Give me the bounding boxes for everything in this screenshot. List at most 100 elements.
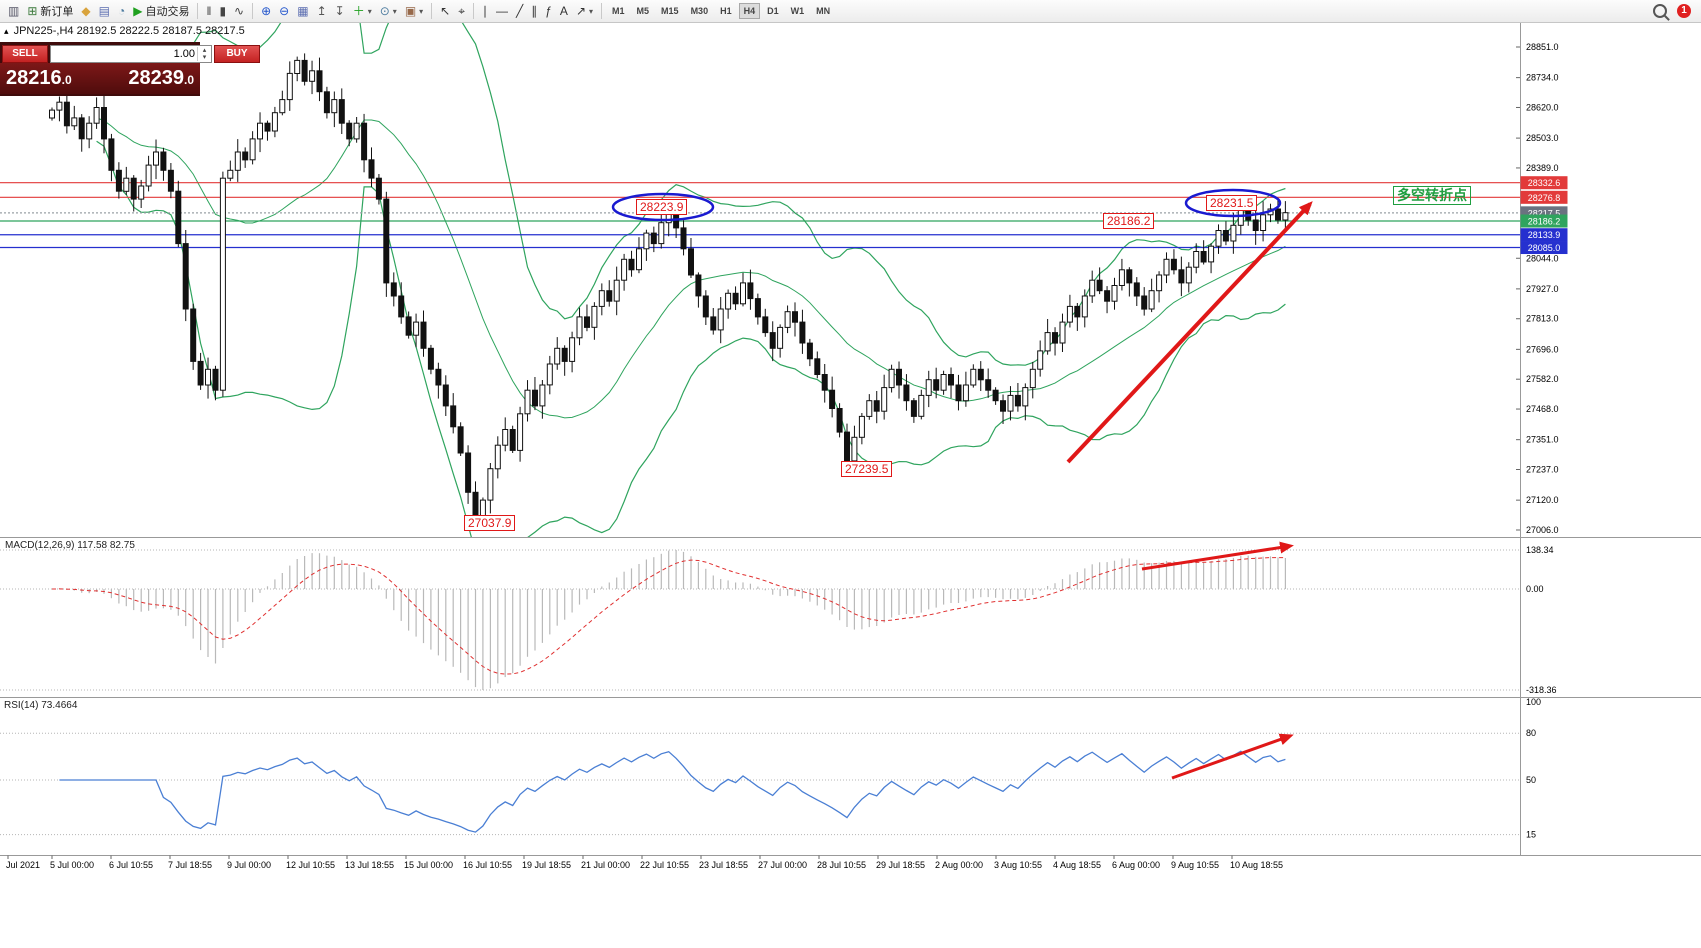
trendline-icon-glyph: ╱ [516,4,524,18]
svg-text:27120.0: 27120.0 [1526,495,1559,505]
toolbar-separator [197,3,199,19]
crosshair-icon[interactable]: ⌖ [454,1,469,21]
volume-down-icon[interactable]: ▾ [202,53,207,61]
timeframe-h1-button[interactable]: H1 [715,3,737,19]
add-indicator-button[interactable]: ＋ ▾ [349,1,376,21]
template-button[interactable]: ▣ ▾ [401,1,427,21]
svg-text:50: 50 [1526,775,1536,785]
support-resistance-label: 27239.5 [841,461,893,477]
trade-panel-controls: SELL ▴ ▾ BUY [0,42,260,63]
svg-text:19 Jul 18:55: 19 Jul 18:55 [522,860,571,870]
timeframe-d1-button[interactable]: D1 [762,3,784,19]
circled-price-label: 28223.9 [636,199,688,215]
scroll-up-icon[interactable]: ↥ [313,1,331,21]
cursor-icon-glyph: ↖ [440,4,451,18]
tile-windows-icon-glyph: ▦ [297,4,309,18]
search-icon[interactable] [1653,4,1667,18]
scroll-up-icon-glyph: ↥ [316,4,327,18]
vertical-line-icon[interactable]: ∣ [478,1,492,21]
buy-price[interactable]: 28239.0 [128,67,194,89]
svg-text:28186.2: 28186.2 [1528,217,1561,227]
candlestick-chart-type-icon[interactable]: ▮ [215,1,230,21]
market-watch-icon-glyph: ▤ [98,4,110,18]
symbol-ohlc: 28192.5 28222.5 28187.5 28217.5 [76,25,245,37]
timeframe-m5-button[interactable]: M5 [632,3,655,19]
text-tool-icon[interactable]: A [556,1,572,21]
timeframe-m1-button[interactable]: M1 [607,3,630,19]
zoom-out-icon[interactable]: ⊖ [275,1,293,21]
buy-button[interactable]: BUY [214,44,260,63]
svg-text:7 Jul 18:55: 7 Jul 18:55 [168,860,212,870]
new-order-button[interactable]: ⊞ 新订单 [23,1,77,21]
bar-chart-type-icon-glyph: ‖ [206,4,212,18]
symbol-name: JPN225-,H4 [13,25,74,37]
svg-text:2 Aug 00:00: 2 Aug 00:00 [935,860,983,870]
candlestick-chart-type-icon-glyph: ▮ [219,4,227,18]
period-button[interactable]: ⊙ ▾ [376,1,401,21]
svg-text:4 Aug 18:55: 4 Aug 18:55 [1053,860,1101,870]
cursor-icon[interactable]: ↖ [436,1,454,21]
turning-point-label: 多空转折点 [1393,186,1471,205]
svg-text:13 Jul 18:55: 13 Jul 18:55 [345,860,394,870]
toolbar-separator [473,3,474,19]
volume-up-icon[interactable]: ▴ [202,46,207,54]
svg-text:28620.0: 28620.0 [1526,102,1559,112]
indicators-icon-glyph: ◆ [81,4,91,18]
indicators-icon[interactable]: ◆ [77,1,94,21]
trendline-icon[interactable]: ╱ [512,1,527,21]
svg-text:22 Jul 10:55: 22 Jul 10:55 [640,860,689,870]
svg-text:6 Jul 10:55: 6 Jul 10:55 [109,860,153,870]
tile-windows-icon[interactable]: ▦ [293,1,312,21]
svg-text:28217.5: 28217.5 [1528,208,1561,218]
svg-text:5 Jul 00:00: 5 Jul 00:00 [50,860,94,870]
sell-price[interactable]: 28216.0 [6,67,72,89]
svg-text:0.00: 0.00 [1526,584,1544,594]
svg-text:6 Aug 00:00: 6 Aug 00:00 [1112,860,1160,870]
toolbar-right: 1 [1653,4,1697,18]
caret-down-icon: ▾ [367,6,372,16]
svg-text:15: 15 [1526,830,1536,840]
timeframe-h4-button[interactable]: H4 [738,3,761,19]
volume-input[interactable] [51,47,197,60]
svg-text:27468.0: 27468.0 [1526,404,1559,414]
svg-text:28332.6: 28332.6 [1528,178,1561,188]
toolbar-separator [601,3,603,19]
market-watch-icon[interactable]: ▤ [95,1,114,21]
equidistant-channel-icon[interactable]: ∥ [527,1,541,21]
symbol-info: ▴ JPN225-,H4 28192.5 28222.5 28187.5 282… [4,25,245,37]
collapse-chart-icon[interactable]: ▴ [4,26,9,36]
sell-button[interactable]: SELL [2,44,48,63]
timeframe-m30-button[interactable]: M30 [686,3,714,19]
trade-panel-prices: 28216.0 28239.0 [0,63,200,94]
svg-text:28734.0: 28734.0 [1526,73,1559,83]
svg-text:28276.8: 28276.8 [1528,193,1561,203]
timeframe-mn-button[interactable]: MN [811,3,835,19]
terminal-icon[interactable]: ◔ [114,1,129,21]
fibonacci-icon[interactable]: ƒ [541,1,556,21]
svg-text:27006.0: 27006.0 [1526,525,1559,535]
notification-badge[interactable]: 1 [1677,4,1691,18]
chart-list-icon[interactable]: ▥ [4,1,23,21]
svg-text:9 Jul 00:00: 9 Jul 00:00 [227,860,271,870]
horizontal-line-icon[interactable]: ― [492,1,512,21]
support-resistance-label: 28186.2 [1103,213,1155,229]
auto-trading-button[interactable]: ▶ 自动交易 [129,1,193,21]
bar-chart-type-icon[interactable]: ‖ [202,1,215,21]
svg-text:27351.0: 27351.0 [1526,435,1559,445]
rsi-indicator-label: RSI(14) 73.4664 [4,700,78,711]
svg-text:28503.0: 28503.0 [1526,133,1559,143]
toolbar-separator [431,3,433,19]
svg-text:80: 80 [1526,728,1536,738]
horizontal-line-icon-glyph: ― [496,4,508,18]
line-chart-type-icon[interactable]: ∿ [230,1,248,21]
scroll-down-icon[interactable]: ↧ [331,1,349,21]
svg-text:15 Jul 00:00: 15 Jul 00:00 [404,860,453,870]
add-indicator-icon: ＋ [352,4,365,18]
zoom-in-icon[interactable]: ⊕ [257,1,275,21]
timeframe-w1-button[interactable]: W1 [786,3,810,19]
arrows-tool-button[interactable]: ↗ ▾ [572,1,597,21]
volume-field: ▴ ▾ [50,44,212,63]
timeframe-m15-button[interactable]: M15 [656,3,684,19]
period-icon: ⊙ [379,4,390,18]
